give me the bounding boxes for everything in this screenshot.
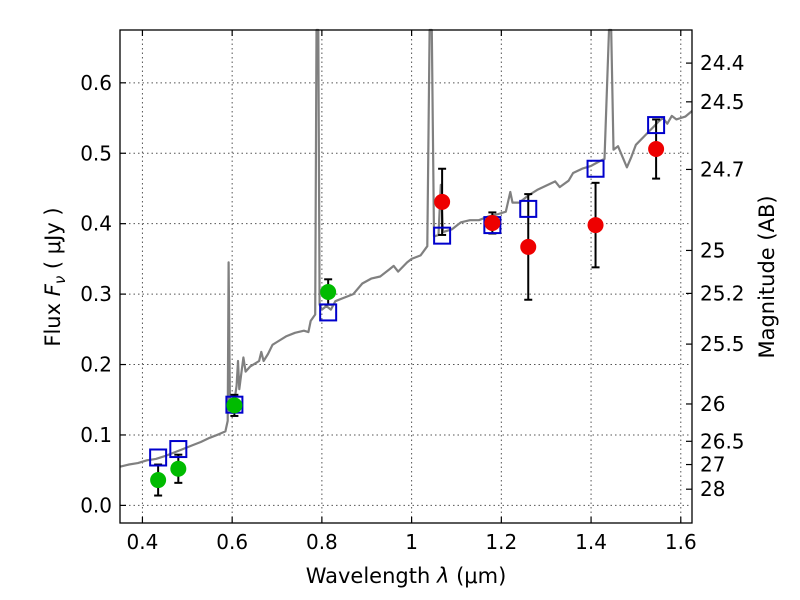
y2-tick-label: 26 <box>700 392 725 416</box>
model-spectrum-layer <box>119 28 693 468</box>
model-photometry-square <box>647 116 666 135</box>
y2-tick-label: 25 <box>700 238 725 262</box>
x-tick-label: 0.6 <box>216 530 248 554</box>
x-tick-label: 1.2 <box>485 530 517 554</box>
model-spectrum-line <box>119 28 693 468</box>
y-tick-label: 0.5 <box>80 141 112 165</box>
x-axis-label: Wavelength λ (μm) <box>306 564 507 588</box>
model-photometry-square <box>319 303 338 322</box>
model-photometry-square <box>433 226 452 245</box>
model-photometry-squares <box>149 116 666 467</box>
y2-tick-label: 24.4 <box>700 51 745 75</box>
nir-point <box>520 238 537 255</box>
y2-tick-label: 25.2 <box>700 281 745 305</box>
x-tick-label: 1.4 <box>575 530 607 554</box>
y2-tick-label: 25.5 <box>700 332 745 356</box>
y2-tick-label: 26.5 <box>700 429 745 453</box>
y-tick-label: 0.0 <box>80 493 112 517</box>
nir-point <box>648 141 665 158</box>
x-tick-label: 0.8 <box>306 530 338 554</box>
y-tick-label: 0.1 <box>80 423 112 447</box>
y2-tick-label: 24.7 <box>700 157 745 181</box>
observed-photometry-points <box>150 141 665 489</box>
y-axis-label: Flux Fν ( μJy ) <box>41 207 69 346</box>
nir-point <box>434 193 451 210</box>
optical-point <box>170 460 187 477</box>
y-tick-label: 0.4 <box>80 212 112 236</box>
y-tick-label: 0.6 <box>80 71 112 95</box>
optical-point <box>226 397 243 414</box>
x-tick-label: 1.6 <box>665 530 697 554</box>
ticks: 0.4 0.6 0.8 1 1.2 1.4 1.6 0.0 0.1 0.2 0.3 0.4 0.5 0.6… <box>80 30 745 554</box>
model-photometry-square <box>169 440 188 459</box>
nir-point <box>484 214 501 231</box>
model-photometry-square <box>149 448 168 467</box>
plot-frame <box>119 29 693 524</box>
x-tick-label: 1 <box>405 530 418 554</box>
model-photometry-square <box>586 159 605 178</box>
optical-point <box>150 472 167 489</box>
y2-tick-label: 28 <box>700 477 725 501</box>
y2-tick-label: 24.5 <box>700 90 745 114</box>
optical-point <box>320 283 337 300</box>
y-tick-label: 0.3 <box>80 282 112 306</box>
y2-tick-label: 27 <box>700 453 725 477</box>
y2-axis-label: Magnitude (AB) <box>755 195 779 358</box>
x-tick-label: 0.4 <box>127 530 159 554</box>
model-photometry-square <box>519 199 538 218</box>
nir-point <box>587 217 604 234</box>
y-tick-label: 0.2 <box>80 353 112 377</box>
